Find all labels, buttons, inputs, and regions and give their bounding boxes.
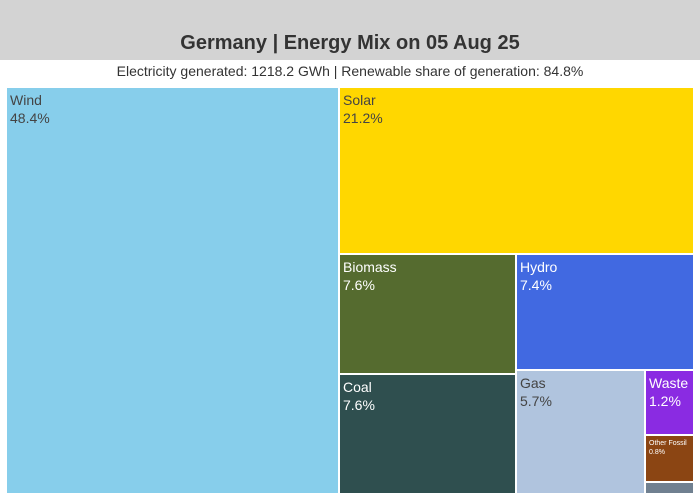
treemap-tile[interactable] [645,482,694,494]
treemap-tile[interactable]: Hydro 7.4% [516,254,694,370]
chart-subtitle: Electricity generated: 1218.2 GWh | Rene… [116,63,584,79]
treemap-tile[interactable]: Solar 21.2% [339,87,694,254]
tile-value: 7.6% [343,277,375,294]
treemap-tile[interactable]: Biomass 7.6% [339,254,516,374]
tile-value: 7.6% [343,397,375,414]
treemap-tile[interactable]: Other Fossil 0.8% [645,435,694,482]
tile-value: 7.4% [520,277,552,294]
chart-header [0,0,700,60]
tile-name: Other Fossil [649,440,687,447]
tile-value: 21.2% [343,110,383,127]
chart-title: Germany | Energy Mix on 05 Aug 25 [180,32,520,54]
tile-value: 48.4% [10,110,50,127]
treemap-tile[interactable]: Gas 5.7% [516,370,645,494]
tile-name: Biomass [343,259,397,275]
tile-name: Waste [649,375,689,391]
treemap-tile[interactable]: Wind 48.4% [6,87,339,494]
tile-name: Coal [343,379,372,395]
treemap-tile[interactable]: Coal 7.6% [339,374,516,494]
tile-name: Wind [10,92,42,108]
tile-name: Solar [343,92,376,108]
treemap-tile[interactable]: Waste 1.2% [645,370,694,435]
tile-value: 1.2% [649,393,681,410]
tile-value: 5.7% [520,393,552,410]
tile-name: Gas [520,375,546,391]
tile-name: Hydro [520,259,558,275]
tile-value: 0.8% [649,449,665,457]
